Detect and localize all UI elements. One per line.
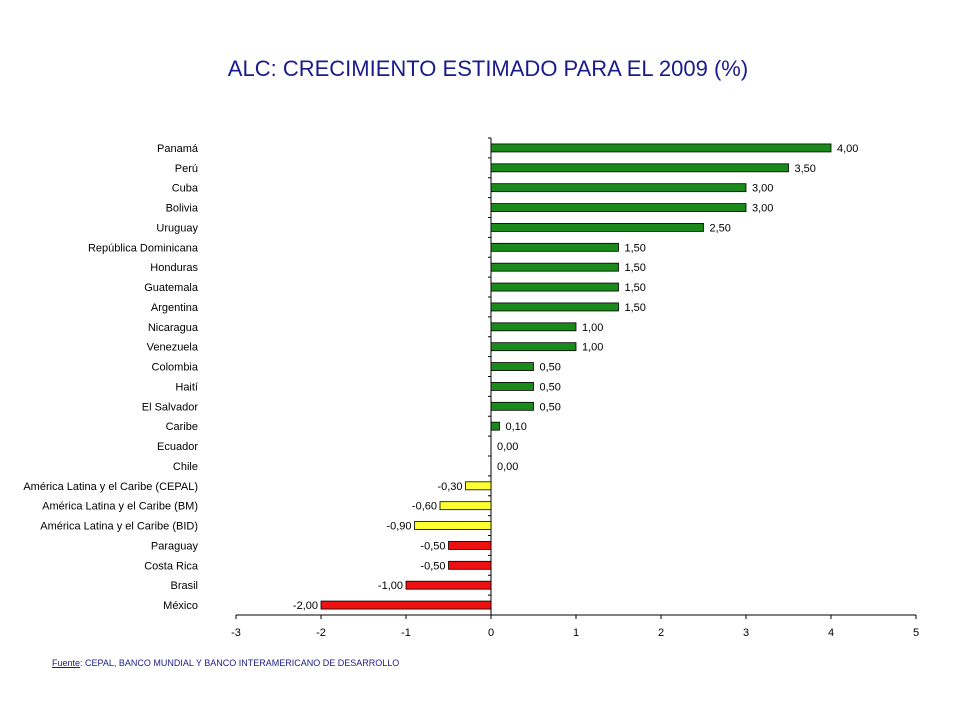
- data-label: 3,00: [752, 203, 773, 215]
- bar: [405, 580, 492, 590]
- bar: [490, 342, 577, 352]
- data-label: -1,00: [378, 580, 403, 592]
- data-label: 3,00: [752, 183, 773, 195]
- data-label: 1,00: [582, 342, 603, 354]
- category-label: Honduras: [150, 262, 198, 274]
- category-label: Costa Rica: [144, 560, 199, 572]
- bar: [448, 560, 492, 570]
- category-label: El Salvador: [142, 401, 199, 413]
- category-label: América Latina y el Caribe (BM): [42, 501, 198, 513]
- category-label: Colombia: [152, 362, 199, 374]
- bar: [490, 421, 500, 431]
- data-label: 0,50: [540, 401, 561, 413]
- source-label: Fuente: [52, 658, 81, 668]
- category-label: América Latina y el Caribe (CEPAL): [23, 481, 198, 493]
- bar: [490, 163, 789, 173]
- data-label: -0,50: [420, 560, 445, 572]
- bar: [414, 521, 492, 530]
- bar: [490, 262, 619, 272]
- x-tick-label: 1: [573, 627, 579, 639]
- category-label: Argentina: [151, 302, 199, 314]
- category-label: Perú: [175, 163, 198, 175]
- data-label: 2,50: [710, 222, 731, 234]
- data-label: 1,50: [625, 302, 646, 314]
- x-tick-label: -3: [231, 627, 241, 639]
- data-label: 0,50: [540, 362, 561, 374]
- category-label: Nicaragua: [148, 322, 199, 334]
- category-label: Venezuela: [147, 342, 199, 354]
- data-label: 0,50: [540, 381, 561, 393]
- bar: [490, 183, 747, 193]
- category-label: Ecuador: [157, 441, 198, 453]
- x-tick-label: -2: [316, 627, 326, 639]
- category-label: América Latina y el Caribe (BID): [40, 521, 198, 533]
- data-label: -2,00: [293, 600, 318, 612]
- bar: [490, 302, 619, 312]
- bar: [490, 382, 534, 391]
- category-label: Cuba: [172, 183, 199, 195]
- data-label: 1,50: [625, 262, 646, 274]
- bar: [448, 541, 492, 550]
- bar: [490, 143, 832, 153]
- data-label: -0,90: [386, 521, 411, 533]
- bar: [490, 282, 619, 292]
- data-label: 1,50: [625, 282, 646, 294]
- category-label: Caribe: [166, 421, 198, 433]
- category-label: Panamá: [157, 143, 199, 155]
- x-tick-label: 5: [913, 627, 919, 639]
- data-label: 1,50: [625, 242, 646, 254]
- category-label: Haití: [175, 381, 198, 393]
- data-label: 0,00: [497, 461, 518, 473]
- data-label: 1,00: [582, 322, 603, 334]
- bar: [320, 600, 492, 610]
- data-label: 0,10: [506, 421, 527, 433]
- bar: [490, 242, 619, 252]
- chart-title: ALC: CRECIMIENTO ESTIMADO PARA EL 2009 (…: [227, 56, 749, 81]
- category-label: Brasil: [170, 580, 198, 592]
- x-tick-label: 0: [488, 627, 494, 639]
- x-tick-label: -1: [401, 627, 411, 639]
- category-label: Paraguay: [151, 540, 199, 552]
- bar: [490, 322, 577, 332]
- x-tick-label: 4: [828, 627, 834, 639]
- data-label: -0,30: [437, 481, 462, 493]
- data-label: -0,50: [420, 540, 445, 552]
- source-text: : CEPAL, BANCO MUNDIAL Y BANCO INTERAMER…: [80, 658, 400, 668]
- category-label: Chile: [173, 461, 198, 473]
- category-label: Bolivia: [166, 203, 199, 215]
- bar: [490, 223, 704, 232]
- bar: [490, 203, 747, 212]
- category-label: Uruguay: [156, 222, 198, 234]
- data-label: -0,60: [412, 501, 437, 513]
- bar: [439, 501, 492, 511]
- source-note: Fuente: CEPAL, BANCO MUNDIAL Y BANCO INT…: [52, 658, 399, 668]
- bar: [465, 481, 492, 491]
- category-label: México: [163, 600, 198, 612]
- category-label: Guatemala: [144, 282, 199, 294]
- data-label: 4,00: [837, 143, 858, 155]
- data-label: 0,00: [497, 441, 518, 453]
- data-label: 3,50: [795, 163, 816, 175]
- x-tick-label: 3: [743, 627, 749, 639]
- bar: [490, 401, 534, 411]
- bar: [490, 362, 534, 371]
- category-label: República Dominicana: [88, 242, 199, 254]
- x-tick-label: 2: [658, 627, 664, 639]
